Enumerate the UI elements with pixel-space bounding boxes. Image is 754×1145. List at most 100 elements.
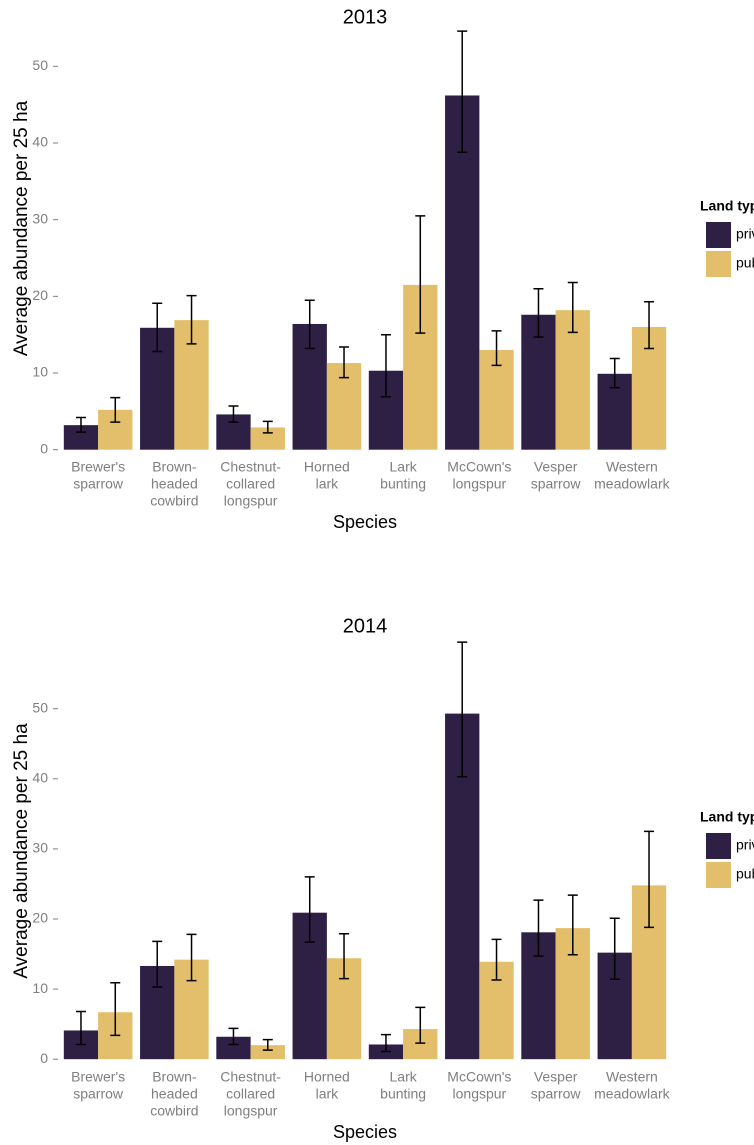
x-tick-label: Brown- <box>152 1069 197 1085</box>
x-tick-label: headed <box>151 476 198 492</box>
x-tick-label: lark <box>316 476 340 492</box>
error-bar <box>152 302 163 353</box>
x-tick-label: McCown's <box>447 1069 511 1085</box>
x-axis-label: Species <box>333 1122 397 1142</box>
error-bar <box>304 876 315 943</box>
x-tick-label: meadowlark <box>594 1086 670 1102</box>
x-tick-label: Lark <box>390 1069 418 1085</box>
bar <box>250 427 285 450</box>
error-bar <box>75 416 86 433</box>
y-tick-label: 0 <box>40 1050 48 1066</box>
bar <box>479 350 514 450</box>
x-tick-label: sparrow <box>531 1086 582 1102</box>
error-bar <box>533 287 544 338</box>
error-bar <box>110 396 121 423</box>
legend-swatch <box>706 222 731 248</box>
chart-title: 2014 <box>343 615 388 637</box>
x-tick-label: Horned <box>304 1069 350 1085</box>
legend-label: public <box>736 255 754 271</box>
error-bar <box>644 830 655 929</box>
x-tick-label: sparrow <box>73 476 124 492</box>
error-bar <box>415 1006 426 1044</box>
y-tick-label: 10 <box>32 364 48 380</box>
x-tick-label: McCown's <box>447 459 511 475</box>
bar <box>216 1036 251 1060</box>
chart-title: 2013 <box>343 6 388 28</box>
x-tick-label: Western <box>606 459 658 475</box>
x-tick-label: Brewer's <box>71 459 125 475</box>
y-tick-label: 40 <box>32 770 48 786</box>
x-tick-label: longspur <box>224 1103 278 1119</box>
error-bar <box>457 30 468 153</box>
error-bar <box>339 346 350 379</box>
error-bar <box>609 917 620 981</box>
error-bar <box>457 641 468 778</box>
x-tick-label: headed <box>151 1086 198 1102</box>
y-axis-label: Average abundance per 25 ha <box>11 723 32 979</box>
error-bar <box>415 215 426 334</box>
x-tick-label: Brewer's <box>71 1069 125 1085</box>
error-bar <box>491 330 502 367</box>
y-tick-label: 0 <box>40 440 48 456</box>
error-bar <box>186 294 197 345</box>
legend-swatch <box>706 251 731 277</box>
x-tick-label: Chestnut- <box>220 459 281 475</box>
error-bar <box>567 894 578 956</box>
error-bar <box>380 1033 391 1053</box>
legend-swatch <box>706 862 731 888</box>
x-tick-label: collared <box>226 1086 275 1102</box>
y-tick-label: 40 <box>32 134 48 150</box>
x-tick-label: sparrow <box>73 1086 124 1102</box>
x-tick-label: Western <box>606 1069 658 1085</box>
error-bar <box>262 1038 273 1051</box>
y-axis-label: Average abundance per 25 ha <box>11 100 32 356</box>
x-tick-label: Chestnut- <box>220 1069 281 1085</box>
x-axis-label: Species <box>333 512 397 532</box>
x-tick-label: Brown- <box>152 459 197 475</box>
y-tick-label: 20 <box>32 287 48 303</box>
x-tick-label: longspur <box>224 493 278 509</box>
y-tick-label: 50 <box>32 699 48 715</box>
bar <box>445 95 480 450</box>
x-tick-label: meadowlark <box>594 476 670 492</box>
error-bar <box>304 299 315 350</box>
legend-title: Land type <box>700 198 754 214</box>
x-tick-label: Horned <box>304 459 350 475</box>
error-bar <box>644 300 655 350</box>
y-tick-label: 20 <box>32 910 48 926</box>
bar <box>555 310 590 450</box>
error-bar <box>491 938 502 981</box>
x-tick-label: cowbird <box>150 1103 198 1119</box>
y-tick-label: 30 <box>32 840 48 856</box>
error-bar <box>339 932 350 980</box>
y-tick-label: 10 <box>32 980 48 996</box>
x-tick-label: Vesper <box>534 459 578 475</box>
legend-label: private <box>736 226 754 242</box>
x-tick-label: collared <box>226 476 275 492</box>
error-bar <box>567 281 578 334</box>
x-tick-label: longspur <box>453 476 507 492</box>
error-bar <box>609 357 620 389</box>
legend-title: Land type <box>700 809 754 825</box>
x-tick-label: cowbird <box>150 493 198 509</box>
error-bar <box>186 933 197 982</box>
y-tick-label: 50 <box>32 57 48 73</box>
x-tick-label: Vesper <box>534 1069 578 1085</box>
x-tick-label: Lark <box>390 459 418 475</box>
x-tick-label: bunting <box>380 1086 426 1102</box>
legend-label: public <box>736 866 754 882</box>
bar <box>250 1045 285 1060</box>
x-tick-label: longspur <box>453 1086 507 1102</box>
x-tick-label: sparrow <box>531 476 582 492</box>
error-bar <box>533 899 544 957</box>
legend-swatch <box>706 833 731 859</box>
error-bar <box>380 333 391 398</box>
x-tick-label: lark <box>316 1086 340 1102</box>
error-bar <box>228 1027 239 1046</box>
error-bar <box>262 420 273 434</box>
error-bar <box>110 982 121 1037</box>
x-tick-label: bunting <box>380 476 426 492</box>
error-bar <box>152 940 163 988</box>
error-bar <box>75 1010 86 1046</box>
